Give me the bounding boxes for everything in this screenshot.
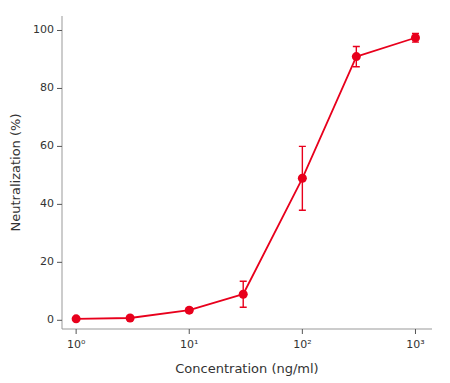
error-bar — [412, 33, 419, 42]
x-tick — [189, 329, 190, 334]
y-tick — [57, 88, 62, 89]
x-tick-label: 10¹ — [180, 338, 198, 351]
data-point — [126, 313, 135, 322]
y-axis-line — [62, 16, 63, 329]
y-tick-label: 0 — [47, 313, 54, 326]
data-point — [298, 174, 307, 183]
error-bar — [353, 46, 360, 66]
data-line — [76, 38, 415, 319]
y-tick-label: 40 — [40, 197, 54, 210]
chart: 0 20 40 60 80 100 10⁰ 10¹ 10² 10³ Concentration (n… — [0, 0, 450, 383]
x-axis-line — [62, 329, 432, 330]
background — [0, 0, 450, 383]
x-axis-label: Concentration (ng/ml) — [175, 361, 318, 376]
data-point — [411, 33, 420, 42]
data-point — [239, 290, 248, 299]
y-tick-label: 80 — [40, 81, 54, 94]
x-tick-label: 10⁰ — [67, 338, 86, 351]
x-tick-label: 10³ — [406, 338, 424, 351]
x-tick — [302, 329, 303, 334]
x-tick — [415, 329, 416, 334]
y-axis-label: Neutralization (%) — [8, 114, 23, 232]
plot-area — [72, 33, 420, 323]
x-tick — [76, 329, 77, 334]
y-tick — [57, 146, 62, 147]
data-point — [352, 52, 361, 61]
data-point — [185, 306, 194, 315]
error-bar — [240, 281, 247, 307]
y-tick — [57, 204, 62, 205]
y-tick — [57, 30, 62, 31]
error-bar — [299, 146, 306, 210]
y-tick-label: 100 — [33, 23, 54, 36]
y-tick-label: 20 — [40, 255, 54, 268]
x-tick-label: 10² — [293, 338, 311, 351]
y-tick-label: 60 — [40, 139, 54, 152]
data-point — [72, 314, 81, 323]
y-tick — [57, 262, 62, 263]
y-tick — [57, 320, 62, 321]
